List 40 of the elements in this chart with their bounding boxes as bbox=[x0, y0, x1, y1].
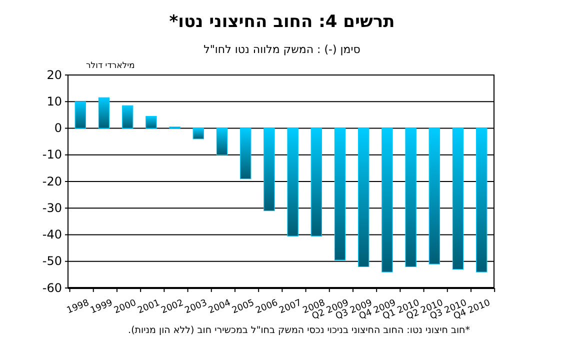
bar bbox=[287, 128, 298, 236]
chart-title: תרשים 4: החוב החיצוני נטו* bbox=[169, 12, 395, 32]
bar bbox=[240, 128, 252, 180]
x-tick-label: 2001 bbox=[136, 298, 162, 316]
y-tick-label: -10 bbox=[42, 148, 62, 162]
bar bbox=[382, 128, 393, 272]
y-axis-title: מילארדי דולר bbox=[86, 61, 135, 71]
x-tick-label: 2005 bbox=[230, 298, 256, 316]
y-tick-label: 0 bbox=[54, 121, 62, 136]
y-tick-label: -40 bbox=[42, 228, 62, 242]
bar bbox=[405, 128, 416, 267]
y-tick-label: -30 bbox=[42, 200, 62, 215]
bar bbox=[146, 116, 157, 129]
bar bbox=[74, 101, 86, 129]
bar bbox=[216, 128, 228, 156]
y-tick-label: -50 bbox=[42, 254, 62, 268]
x-tick-label: 2002 bbox=[160, 298, 186, 316]
x-tick-label: 2003 bbox=[184, 298, 209, 316]
x-tick-label: 2007 bbox=[278, 298, 304, 316]
y-tick-label: -60 bbox=[42, 280, 62, 295]
bar bbox=[358, 128, 370, 267]
bar bbox=[334, 128, 346, 260]
y-tick-label: 10 bbox=[46, 94, 62, 108]
bar bbox=[264, 128, 275, 212]
x-tick-label: 2000 bbox=[112, 298, 138, 316]
x-tick-label: 2004 bbox=[207, 298, 232, 316]
x-tick-label: 1999 bbox=[89, 298, 114, 316]
y-tick-label: 20 bbox=[46, 68, 62, 82]
x-tick-label: 1998 bbox=[66, 298, 91, 316]
bar bbox=[310, 128, 322, 236]
text: *חוב חיצוני נטו: החוב החיצוני בניכוי נכסי המשק בחו"ל במכשירי חוב (ללא הון מניות). bbox=[128, 325, 470, 336]
bar bbox=[98, 97, 110, 129]
bar bbox=[428, 128, 440, 264]
bar bbox=[476, 128, 488, 272]
bar bbox=[122, 105, 134, 129]
bar bbox=[192, 128, 204, 140]
y-tick-label: -20 bbox=[42, 174, 62, 188]
chart-subtitle: סימן (-) : המשק מלווה נטו לחו"ל bbox=[204, 43, 360, 56]
bar bbox=[452, 128, 464, 270]
x-tick-label: 2006 bbox=[254, 298, 280, 316]
